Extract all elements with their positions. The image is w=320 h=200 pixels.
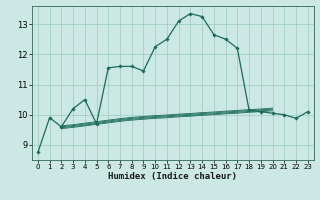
X-axis label: Humidex (Indice chaleur): Humidex (Indice chaleur) [108,172,237,181]
